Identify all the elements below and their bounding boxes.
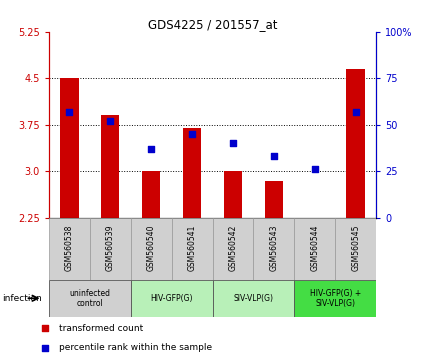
Bar xyxy=(183,128,201,218)
Text: GSM560538: GSM560538 xyxy=(65,224,74,271)
Bar xyxy=(90,218,131,280)
Bar xyxy=(294,218,335,280)
Bar xyxy=(294,280,376,317)
Text: GSM560543: GSM560543 xyxy=(269,224,278,271)
Text: transformed count: transformed count xyxy=(59,324,143,333)
Bar xyxy=(101,115,119,218)
Bar xyxy=(212,280,294,317)
Text: HIV-GFP(G) +
SIV-VLP(G): HIV-GFP(G) + SIV-VLP(G) xyxy=(309,289,361,308)
Point xyxy=(148,146,155,152)
Text: percentile rank within the sample: percentile rank within the sample xyxy=(59,343,212,352)
Point xyxy=(312,167,318,172)
Point xyxy=(42,345,49,350)
Bar xyxy=(49,280,131,317)
Bar xyxy=(253,218,294,280)
Bar xyxy=(265,181,283,218)
Point xyxy=(107,118,113,124)
Text: GSM560539: GSM560539 xyxy=(106,224,115,271)
Bar xyxy=(224,171,242,218)
Bar xyxy=(49,218,90,280)
Point xyxy=(352,109,359,115)
Text: HIV-GFP(G): HIV-GFP(G) xyxy=(150,294,193,303)
Point xyxy=(270,154,277,159)
Bar xyxy=(172,218,212,280)
Point xyxy=(66,109,73,115)
Text: uninfected
control: uninfected control xyxy=(69,289,110,308)
Text: SIV-VLP(G): SIV-VLP(G) xyxy=(233,294,273,303)
Bar xyxy=(212,218,253,280)
Bar xyxy=(142,171,160,218)
Bar xyxy=(131,280,212,317)
Text: GSM560540: GSM560540 xyxy=(147,224,156,271)
Point xyxy=(230,141,236,146)
Title: GDS4225 / 201557_at: GDS4225 / 201557_at xyxy=(148,18,277,31)
Bar xyxy=(131,218,172,280)
Text: GSM560542: GSM560542 xyxy=(229,224,238,271)
Bar xyxy=(60,78,79,218)
Text: infection: infection xyxy=(2,294,42,303)
Bar xyxy=(346,69,365,218)
Text: GSM560545: GSM560545 xyxy=(351,224,360,271)
Point xyxy=(189,131,196,137)
Bar xyxy=(335,218,376,280)
Text: GSM560541: GSM560541 xyxy=(187,224,196,271)
Point xyxy=(42,326,49,331)
Text: GSM560544: GSM560544 xyxy=(310,224,319,271)
